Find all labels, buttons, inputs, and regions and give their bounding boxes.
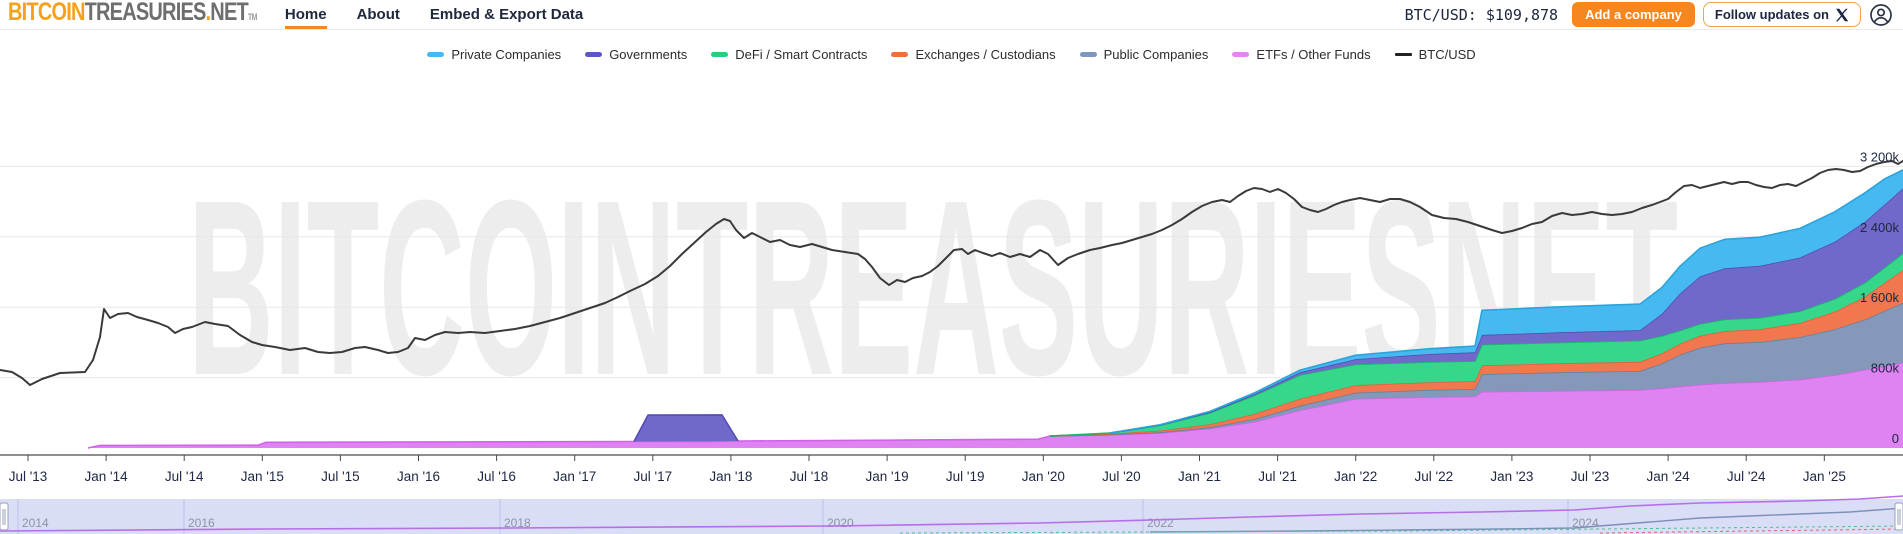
x-axis-label: Jan '20 [1022,469,1065,484]
add-company-button[interactable]: Add a company [1572,2,1695,27]
main-nav: Home About Embed & Export Data [284,0,584,30]
logo-dot: . [205,0,212,26]
top-bar: BITCOINTREASURIES.NETTM Home About Embed &… [0,0,1903,30]
legend-item-private-companies[interactable]: Private Companies [427,47,561,62]
legend-item-public-companies[interactable]: Public Companies [1079,47,1209,62]
legend-swatch [427,52,445,57]
x-axis-label: Jan '15 [241,469,284,484]
legend-swatch [711,52,729,57]
legend-swatch [1079,52,1097,57]
x-axis-label: Jan '19 [866,469,909,484]
x-axis-label: Jan '24 [1647,469,1691,484]
x-axis-label: Jan '17 [553,469,596,484]
navigator-year-label: 2016 [188,516,215,530]
legend-swatch [891,52,909,57]
btc-usd-ticker: BTC/USD: $109,878 [1404,5,1559,24]
x-axis-label: Jul '16 [477,469,516,484]
legend-label: Private Companies [451,47,562,62]
legend-swatch [585,52,603,57]
x-axis-label: Jul '14 [165,469,204,484]
navigator-year-label: 2022 [1147,516,1174,530]
y-axis-label: 0 [1892,431,1899,446]
legend-item-governments[interactable]: Governments [585,47,687,62]
legend-swatch [1394,53,1412,56]
navigator-handle-left[interactable] [0,502,9,531]
area-public-companies [0,302,1903,448]
navigator-handle-right[interactable] [1894,502,1903,531]
area-edge [1109,169,1903,434]
area-defi-smart-contracts [0,253,1903,448]
y-axis-label: 2 400k [1860,220,1900,235]
navigator-series-line [1599,528,1903,534]
navigator-year-label: 2014 [22,516,49,530]
btc-usd-line [0,160,1903,386]
x-axis-label: Jul '22 [1414,469,1453,484]
x-axis-label: Jul '23 [1571,469,1610,484]
x-axis-label: Jul '19 [946,469,985,484]
legend-label: Governments [609,47,688,62]
y-axis-label: 800k [1871,361,1900,376]
legend-label: ETFs / Other Funds [1256,47,1371,62]
x-axis-label: Jan '23 [1490,469,1533,484]
logo-net: NET [210,0,248,26]
x-logo-icon [1835,8,1849,21]
follow-updates-button[interactable]: Follow updates on [1702,2,1861,27]
navigator-year-label: 2020 [827,516,854,530]
site-logo[interactable]: BITCOINTREASURIES.NETTM [8,0,258,32]
nav-item-home[interactable]: Home [284,0,327,30]
nav-item-about[interactable]: About [356,5,400,23]
legend-item-exchanges-custodians[interactable]: Exchanges / Custodians [891,47,1056,62]
navigator-series-line [0,495,1903,532]
logo-treasuries: TREASURIES [84,0,207,26]
follow-updates-label: Follow updates on [1714,7,1829,22]
x-axis-label: Jan '25 [1803,469,1846,484]
navigator-series-line [1149,507,1903,533]
chart-legend: Private Companies Governments DeFi / Smart… [0,47,1903,62]
x-axis-label: Jul '21 [1258,469,1297,484]
navigator-series-line [899,525,1903,534]
btc-usd-value: $109,878 [1485,5,1559,24]
legend-item-etfs-other-funds[interactable]: ETFs / Other Funds [1232,47,1371,62]
x-axis-label: Jan '18 [709,469,752,484]
x-axis-label: Jul '20 [1102,469,1141,484]
x-axis-label: Jul '18 [790,469,829,484]
x-axis-label: Jan '21 [1178,469,1221,484]
legend-item-defi-smart-contracts[interactable]: DeFi / Smart Contracts [711,47,867,62]
legend-item-btc-usd[interactable]: BTC/USD [1394,47,1476,62]
x-axis-label: Jul '13 [9,469,48,484]
header-right: BTC/USD: $109,878 Add a company Follow u… [1405,2,1893,27]
profile-icon[interactable] [1869,3,1893,27]
y-axis-label: 3 200k [1860,149,1900,164]
x-axis-label: Jan '22 [1334,469,1377,484]
x-axis-label: Jul '17 [633,469,672,484]
logo-bitcoin: BITCOIN [8,0,85,26]
logo-trademark: TM [247,12,258,22]
x-axis-label: Jan '16 [397,469,440,484]
legend-swatch [1232,52,1250,57]
x-axis-label: Jul '15 [321,469,360,484]
x-axis-label: Jul '24 [1727,469,1766,484]
navigator-year-label: 2018 [504,516,531,530]
legend-label: Exchanges / Custodians [915,47,1056,62]
x-axis-label: Jan '14 [85,469,129,484]
legend-label: BTC/USD [1418,47,1476,62]
legend-label: DeFi / Smart Contracts [735,47,868,62]
nav-item-embed-export-data[interactable]: Embed & Export Data [429,5,584,23]
legend-label: Public Companies [1103,47,1209,62]
y-axis-label: 1 600k [1860,290,1900,305]
area-etfs-other-funds [0,362,1903,448]
